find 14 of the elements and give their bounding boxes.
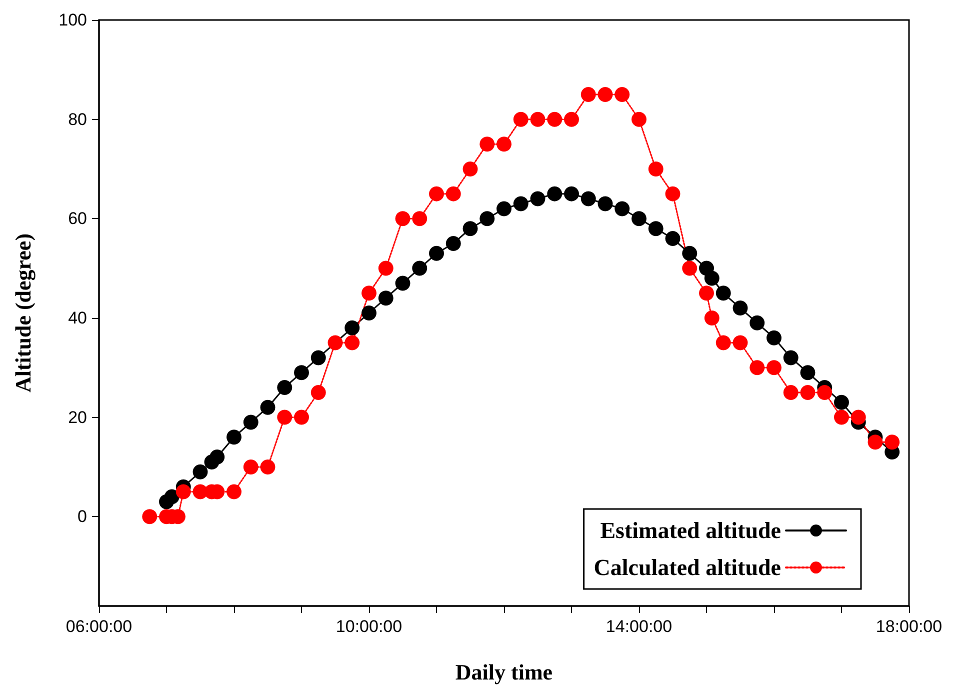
y-tick-label: 20: [68, 408, 87, 427]
y-tick-label: 40: [68, 308, 87, 328]
y-tick-label: 80: [68, 110, 87, 129]
x-tick-label: 06:00:00: [66, 617, 132, 636]
x-tick-label: 10:00:00: [336, 617, 402, 636]
y-axis-title: Altitude (degree): [10, 233, 36, 393]
y-tick-label: 60: [68, 209, 87, 228]
y-tick-label: 0: [78, 507, 87, 526]
y-tick-label: 100: [58, 10, 87, 30]
x-tick-label: 14:00:00: [606, 617, 672, 636]
legend-label: Estimated altitude: [600, 518, 781, 543]
x-tick-label: 18:00:00: [876, 617, 942, 636]
legend-label: Calculated altitude: [594, 555, 781, 580]
x-axis-title: Daily time: [455, 660, 553, 684]
